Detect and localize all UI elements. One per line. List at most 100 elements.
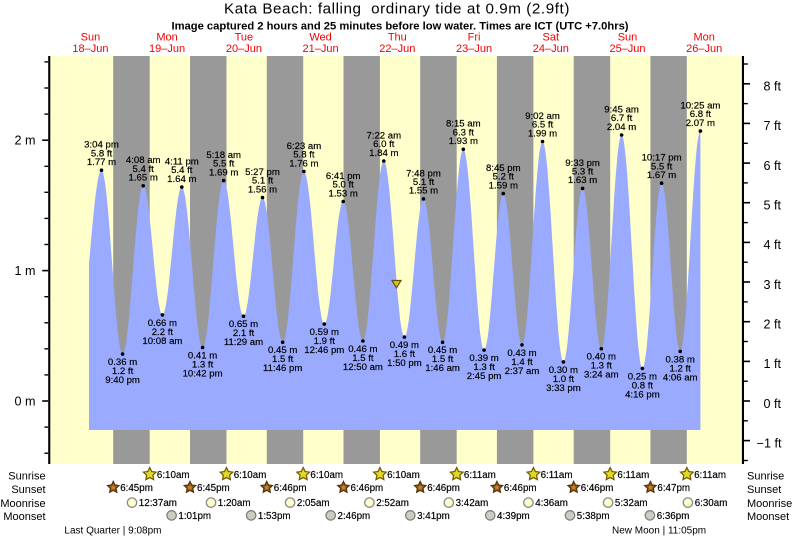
svg-text:4:06 am: 4:06 am [663, 372, 698, 383]
svg-text:5.1 ft: 5.1 ft [413, 177, 435, 188]
svg-text:0.36 m: 0.36 m [108, 357, 137, 368]
svg-text:Sunrise: Sunrise [747, 471, 784, 483]
svg-text:6:10am: 6:10am [387, 470, 420, 481]
svg-text:1:50 pm: 1:50 pm [387, 358, 422, 369]
svg-text:2:05am: 2:05am [297, 498, 330, 509]
svg-text:1.2 ft: 1.2 ft [670, 363, 692, 374]
svg-text:0.40 m: 0.40 m [587, 352, 616, 363]
svg-text:6 ft: 6 ft [764, 159, 782, 173]
svg-text:6:36pm: 6:36pm [657, 511, 690, 522]
svg-text:10:17 pm: 10:17 pm [642, 153, 682, 164]
svg-text:6:11am: 6:11am [464, 470, 496, 481]
svg-text:1.0 ft: 1.0 ft [553, 374, 575, 385]
svg-text:5:38pm: 5:38pm [577, 511, 610, 522]
svg-text:5.8 ft: 5.8 ft [293, 150, 315, 161]
svg-text:1.2 ft: 1.2 ft [112, 366, 134, 377]
svg-text:4:36am: 4:36am [535, 498, 568, 509]
svg-text:9:40 pm: 9:40 pm [105, 375, 140, 386]
svg-text:Moonrise: Moonrise [747, 498, 792, 510]
svg-text:4 ft: 4 ft [764, 238, 782, 252]
svg-text:25–Jun: 25–Jun [609, 43, 645, 55]
svg-text:5.4 ft: 5.4 ft [171, 165, 193, 176]
svg-text:6:45pm: 6:45pm [120, 483, 153, 494]
svg-text:9:33 pm: 9:33 pm [565, 158, 600, 169]
svg-text:1.59 m: 1.59 m [489, 180, 518, 191]
svg-text:1:46 am: 1:46 am [425, 363, 460, 374]
svg-text:7:22 am: 7:22 am [366, 130, 401, 141]
svg-text:New Moon | 11:05pm: New Moon | 11:05pm [612, 526, 706, 537]
svg-text:7 ft: 7 ft [764, 119, 782, 133]
svg-text:6:10am: 6:10am [310, 470, 343, 481]
svg-text:1:53pm: 1:53pm [258, 511, 291, 522]
svg-text:1.53 m: 1.53 m [329, 188, 358, 199]
svg-text:3:24 am: 3:24 am [584, 370, 619, 381]
svg-text:0.39 m: 0.39 m [469, 353, 498, 364]
svg-text:0 ft: 0 ft [764, 397, 782, 411]
svg-text:10:42 pm: 10:42 pm [183, 368, 223, 379]
svg-text:1.67 m: 1.67 m [647, 170, 676, 181]
svg-text:4:16 pm: 4:16 pm [625, 389, 660, 400]
svg-text:6.7 ft: 6.7 ft [611, 113, 633, 124]
svg-text:6:11am: 6:11am [617, 470, 649, 481]
svg-text:Sunset: Sunset [747, 484, 781, 496]
svg-text:6:47pm: 6:47pm [657, 483, 690, 494]
svg-text:1.5 ft: 1.5 ft [352, 353, 374, 364]
svg-text:6:10am: 6:10am [157, 470, 190, 481]
svg-text:1.5 ft: 1.5 ft [272, 354, 294, 365]
svg-text:5 ft: 5 ft [764, 199, 782, 213]
svg-text:4:11 pm: 4:11 pm [165, 157, 199, 168]
svg-text:8:15 am: 8:15 am [446, 119, 481, 130]
svg-text:Moonset: Moonset [747, 511, 789, 523]
svg-text:1.84 m: 1.84 m [369, 148, 398, 159]
svg-text:1.9 ft: 1.9 ft [314, 336, 336, 347]
svg-text:6.3 ft: 6.3 ft [453, 127, 475, 138]
svg-text:5.4 ft: 5.4 ft [133, 164, 155, 175]
svg-text:1 m: 1 m [15, 264, 36, 278]
svg-text:6:46pm: 6:46pm [427, 483, 460, 494]
svg-text:0.49 m: 0.49 m [390, 340, 419, 351]
svg-text:Tue: Tue [235, 32, 254, 44]
svg-text:Sun: Sun [618, 32, 638, 44]
svg-text:0.41 m: 0.41 m [188, 350, 217, 361]
svg-text:Sunset: Sunset [11, 484, 45, 496]
svg-text:1.4 ft: 1.4 ft [511, 357, 533, 368]
svg-text:6:46pm: 6:46pm [581, 483, 614, 494]
svg-text:1.69 m: 1.69 m [209, 167, 238, 178]
svg-text:2.04 m: 2.04 m [607, 122, 636, 133]
svg-text:1.6 ft: 1.6 ft [394, 349, 416, 360]
svg-text:22–Jun: 22–Jun [379, 43, 415, 55]
svg-text:1:20am: 1:20am [218, 498, 251, 509]
svg-text:Thu: Thu [388, 32, 407, 44]
svg-text:26–Jun: 26–Jun [686, 43, 722, 55]
svg-text:12:46 pm: 12:46 pm [304, 345, 344, 356]
svg-text:4:39pm: 4:39pm [497, 511, 530, 522]
svg-text:21–Jun: 21–Jun [303, 43, 339, 55]
svg-text:11:29 am: 11:29 am [224, 337, 263, 348]
svg-text:3:33 pm: 3:33 pm [546, 383, 581, 394]
svg-text:Sat: Sat [543, 32, 560, 44]
svg-text:1.64 m: 1.64 m [167, 174, 196, 185]
svg-text:1.63 m: 1.63 m [568, 175, 597, 186]
svg-text:0.38 m: 0.38 m [666, 354, 695, 365]
svg-text:1.55 m: 1.55 m [409, 186, 438, 197]
svg-text:6:45pm: 6:45pm [197, 483, 230, 494]
svg-text:9:45 am: 9:45 am [604, 104, 639, 115]
svg-text:0.46 m: 0.46 m [348, 344, 377, 355]
svg-text:6:41 pm: 6:41 pm [326, 171, 361, 182]
svg-text:10:25 am: 10:25 am [680, 101, 720, 112]
svg-text:10:08 am: 10:08 am [142, 336, 182, 347]
svg-text:5:27 pm: 5:27 pm [245, 167, 280, 178]
svg-text:20–Jun: 20–Jun [226, 43, 262, 55]
svg-text:2.1 ft: 2.1 ft [233, 328, 255, 339]
svg-text:23–Jun: 23–Jun [456, 43, 492, 55]
svg-text:1.65 m: 1.65 m [129, 173, 158, 184]
svg-text:1.5 ft: 1.5 ft [432, 354, 454, 365]
svg-text:4:08 am: 4:08 am [126, 155, 161, 166]
svg-text:0.45 m: 0.45 m [268, 345, 297, 356]
svg-text:−1 ft: −1 ft [757, 436, 782, 450]
svg-text:3:04 pm: 3:04 pm [84, 140, 119, 151]
svg-text:12:50 am: 12:50 am [343, 362, 383, 373]
svg-text:18–Jun: 18–Jun [72, 43, 108, 55]
svg-text:1.99 m: 1.99 m [528, 128, 557, 139]
svg-text:9:02 am: 9:02 am [525, 111, 560, 122]
